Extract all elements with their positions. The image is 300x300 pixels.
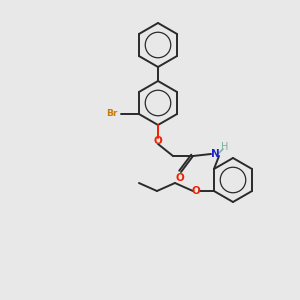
Text: N: N [211, 149, 219, 159]
Text: Br: Br [106, 110, 118, 118]
Text: H: H [221, 142, 229, 152]
Text: O: O [192, 186, 200, 196]
Text: O: O [154, 136, 162, 146]
Text: O: O [176, 173, 184, 183]
